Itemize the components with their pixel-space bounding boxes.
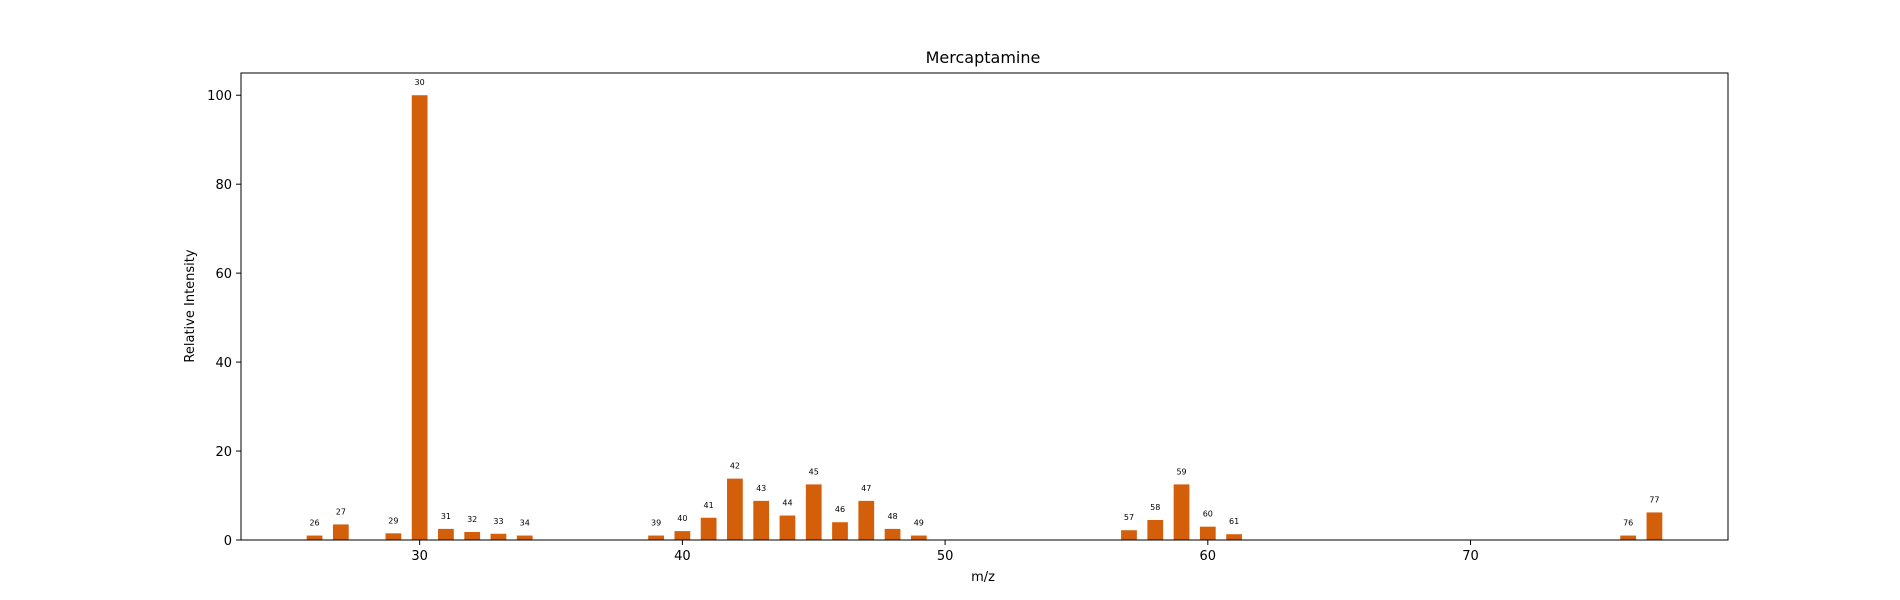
- bar-label-39: 39: [651, 519, 661, 528]
- bar-mz-41: [700, 517, 717, 540]
- bar-mz-57: [1121, 530, 1137, 540]
- bar-label-27: 27: [336, 507, 346, 516]
- bar-mz-58: [1147, 519, 1164, 540]
- y-tick-label: 60: [215, 267, 232, 282]
- bar-mz-26: [306, 535, 323, 540]
- y-tick-label: 80: [215, 178, 232, 193]
- bar-mz-43: [753, 500, 770, 540]
- y-axis-label: Relative Intensity: [183, 249, 198, 362]
- bar-mz-45: [805, 484, 822, 540]
- bar-label-42: 42: [730, 462, 740, 471]
- bar-label-57: 57: [1124, 513, 1134, 522]
- bar-label-47: 47: [861, 484, 871, 493]
- y-ticks-group: 0 20 40 60 80 100: [207, 89, 241, 549]
- y-tick-label: 100: [207, 89, 232, 104]
- bar-mz-30: [411, 95, 428, 540]
- bar-mz-49: [910, 535, 927, 540]
- bar-mz-48: [884, 528, 901, 540]
- bar-mz-46: [832, 522, 848, 540]
- bar-mz-47: [858, 500, 875, 540]
- bar-label-49: 49: [914, 519, 924, 528]
- y-tick-label: 40: [215, 356, 232, 371]
- bar-mz-34: [516, 535, 533, 540]
- bar-label-30: 30: [415, 78, 425, 87]
- bar-label-33: 33: [493, 517, 503, 526]
- bar-label-46: 46: [835, 505, 845, 514]
- x-tick-label: 30: [411, 549, 428, 564]
- bar-labels-group: 26 27 29 30 31 32 33 34 39 40 41 42 43 44 45 46 47 48 49 57…: [309, 78, 1659, 527]
- bar-mz-44: [779, 515, 796, 540]
- x-tick-label: 70: [1462, 549, 1479, 564]
- x-tick-label: 50: [937, 549, 954, 564]
- bar-mz-77: [1646, 512, 1663, 540]
- bar-label-29: 29: [388, 516, 398, 525]
- bar-mz-31: [438, 528, 454, 540]
- x-ticks-group: 30 40 50 60 70: [411, 540, 1479, 564]
- bar-mz-60: [1199, 526, 1216, 540]
- bar-mz-39: [648, 535, 664, 540]
- bar-mz-76: [1620, 535, 1637, 540]
- x-tick-label: 60: [1200, 549, 1217, 564]
- bar-label-59: 59: [1176, 467, 1186, 476]
- bar-label-76: 76: [1623, 519, 1633, 528]
- bar-label-34: 34: [520, 519, 530, 528]
- x-tick-label: 40: [674, 549, 691, 564]
- bar-mz-40: [674, 531, 691, 540]
- bar-mz-29: [385, 533, 402, 540]
- bar-label-77: 77: [1649, 495, 1659, 504]
- bar-label-61: 61: [1229, 517, 1239, 526]
- y-tick-label: 20: [215, 445, 232, 460]
- bar-label-44: 44: [782, 499, 792, 508]
- bar-mz-32: [464, 531, 481, 540]
- bar-label-43: 43: [756, 484, 766, 493]
- bar-label-60: 60: [1203, 510, 1213, 519]
- bar-label-45: 45: [809, 467, 819, 476]
- chart-title: Mercaptamine: [926, 48, 1041, 67]
- bar-label-32: 32: [467, 515, 477, 524]
- bar-mz-61: [1226, 534, 1242, 540]
- bar-label-40: 40: [677, 514, 687, 523]
- bar-label-58: 58: [1150, 503, 1160, 512]
- y-tick-label: 0: [224, 534, 232, 549]
- bar-label-48: 48: [887, 512, 897, 521]
- bar-mz-59: [1173, 484, 1190, 540]
- bars-group: [306, 95, 1663, 540]
- bar-label-26: 26: [309, 519, 319, 528]
- bar-mz-33: [490, 533, 507, 540]
- bar-label-31: 31: [441, 512, 451, 521]
- x-axis-label: m/z: [971, 570, 995, 585]
- plot-frame: [240, 72, 1729, 541]
- bar-mz-27: [332, 524, 349, 540]
- bar-mz-42: [727, 478, 743, 540]
- bar-label-41: 41: [704, 501, 714, 510]
